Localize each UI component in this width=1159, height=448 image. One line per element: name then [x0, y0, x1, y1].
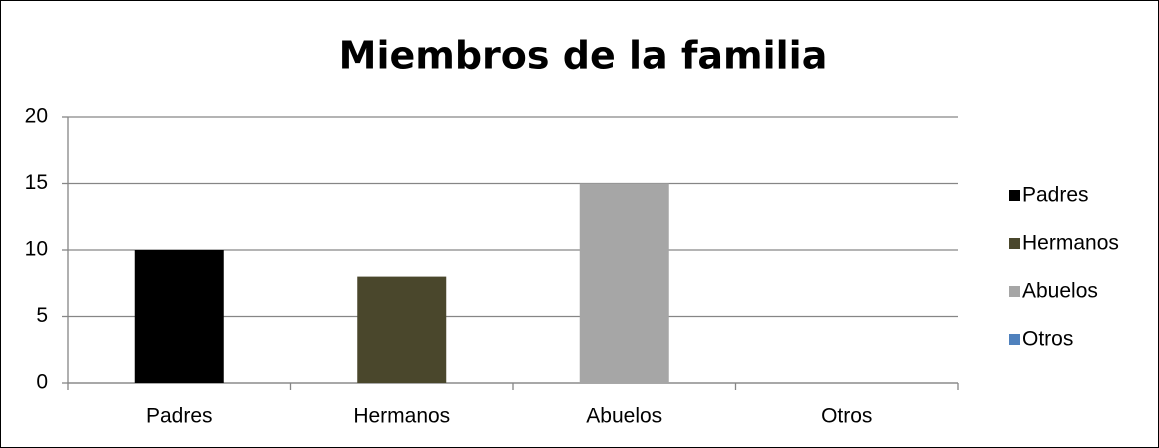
legend-label: Padres	[1022, 184, 1089, 207]
legend-label: Hermanos	[1022, 232, 1119, 255]
x-tick-label: Otros	[821, 405, 872, 428]
x-tick-label: Padres	[146, 405, 213, 428]
y-tick-label: 20	[25, 105, 48, 128]
x-tick-label: Abuelos	[586, 405, 662, 428]
y-tick-label: 5	[36, 304, 48, 327]
chart-title: Miembros de la familia	[339, 34, 828, 78]
bar	[357, 276, 447, 383]
bar	[579, 183, 669, 383]
y-tick-label: 0	[36, 371, 48, 394]
legend-swatch	[1009, 334, 1020, 345]
legend-swatch	[1009, 238, 1020, 249]
legend-swatch	[1009, 286, 1020, 297]
legend-label: Abuelos	[1022, 280, 1098, 303]
x-tick-label: Hermanos	[353, 405, 450, 428]
bar	[134, 250, 224, 383]
legend-label: Otros	[1022, 328, 1073, 351]
legend-swatch	[1009, 190, 1020, 201]
y-tick-label: 10	[25, 238, 48, 261]
y-tick-label: 15	[25, 171, 48, 194]
